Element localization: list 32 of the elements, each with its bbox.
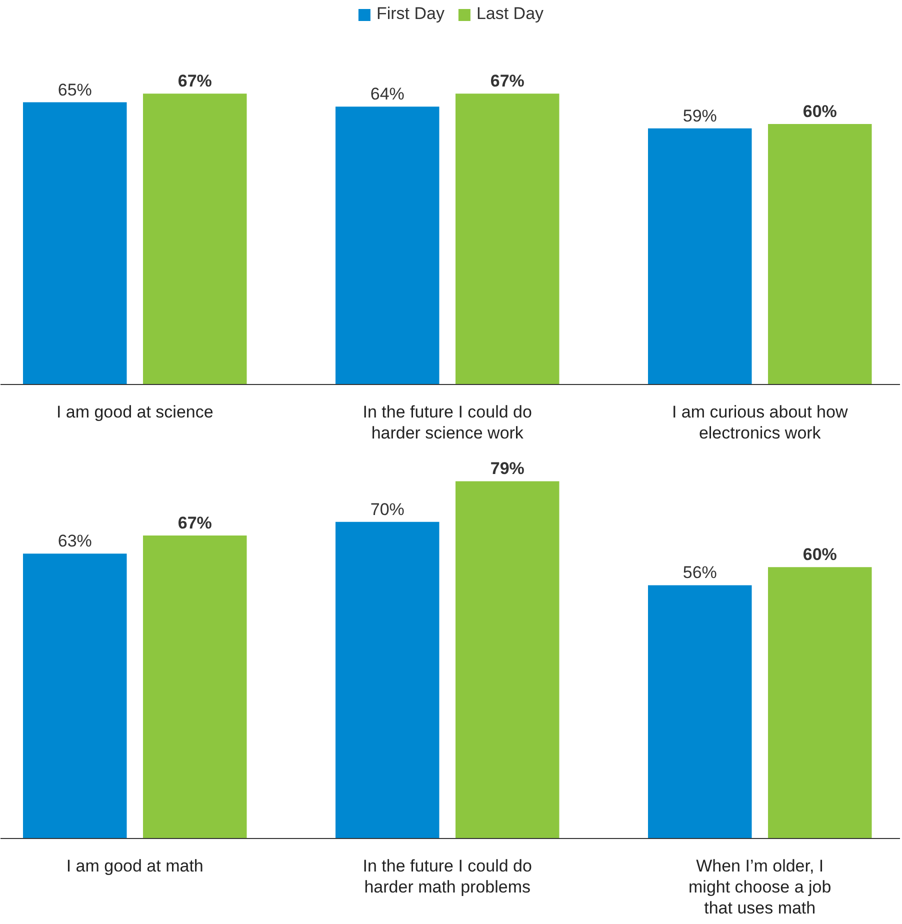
bar <box>768 567 872 838</box>
data-label: 67% <box>178 513 212 532</box>
data-label: 79% <box>490 459 524 478</box>
data-label: 56% <box>682 563 717 582</box>
data-label: 59% <box>682 106 717 126</box>
legend-label: Last Day <box>476 4 544 24</box>
bar <box>456 481 560 838</box>
bar <box>143 94 247 384</box>
data-label: 67% <box>178 72 212 91</box>
x-tick-label: In the future I could do harder math problems <box>362 856 532 896</box>
bar <box>336 106 440 384</box>
data-label: 65% <box>58 80 92 100</box>
bar <box>143 535 247 838</box>
x-tick-label: I am good at math <box>66 856 204 876</box>
x-tick-label: I am curious about how electronics work <box>672 402 848 442</box>
bar <box>23 554 127 838</box>
x-tick-label: When I’m older, I might choose a job that uses math <box>688 856 832 918</box>
bar <box>768 124 872 384</box>
bar <box>456 94 560 384</box>
data-label: 60% <box>802 545 837 564</box>
data-label: 64% <box>370 84 404 104</box>
x-tick-label: I am good at science <box>56 402 214 422</box>
bar <box>336 522 440 838</box>
bar <box>648 128 752 384</box>
data-label: 63% <box>58 532 92 551</box>
data-label: 67% <box>490 72 524 91</box>
data-label: 60% <box>802 102 837 121</box>
data-label: 70% <box>370 500 404 519</box>
legend-label: First Day <box>376 4 444 24</box>
bar <box>23 102 127 384</box>
x-tick-label: In the future I could do harder science work <box>362 402 532 442</box>
bar <box>648 585 752 838</box>
